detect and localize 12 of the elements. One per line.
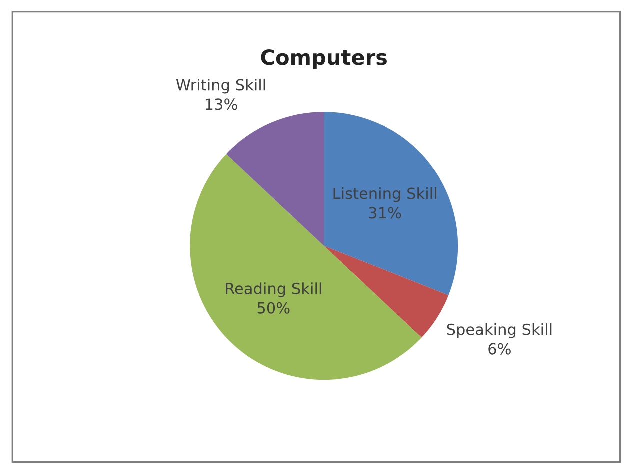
slice-label: Reading Skill	[226, 282, 322, 298]
data-label: 6%	[488, 343, 511, 355]
slice-label: Writing Skill	[176, 78, 266, 94]
pie-slice	[324, 112, 458, 296]
chart-title: Computers	[261, 50, 388, 70]
pie-slice	[324, 246, 449, 338]
slice-label: Listening Skill	[334, 187, 436, 202]
data-label: 50%	[258, 302, 290, 314]
slice-label: Speaking Skill	[447, 324, 552, 338]
data-label: 13%	[206, 98, 238, 110]
pie-slice	[226, 112, 324, 246]
data-label: 31%	[369, 207, 402, 219]
